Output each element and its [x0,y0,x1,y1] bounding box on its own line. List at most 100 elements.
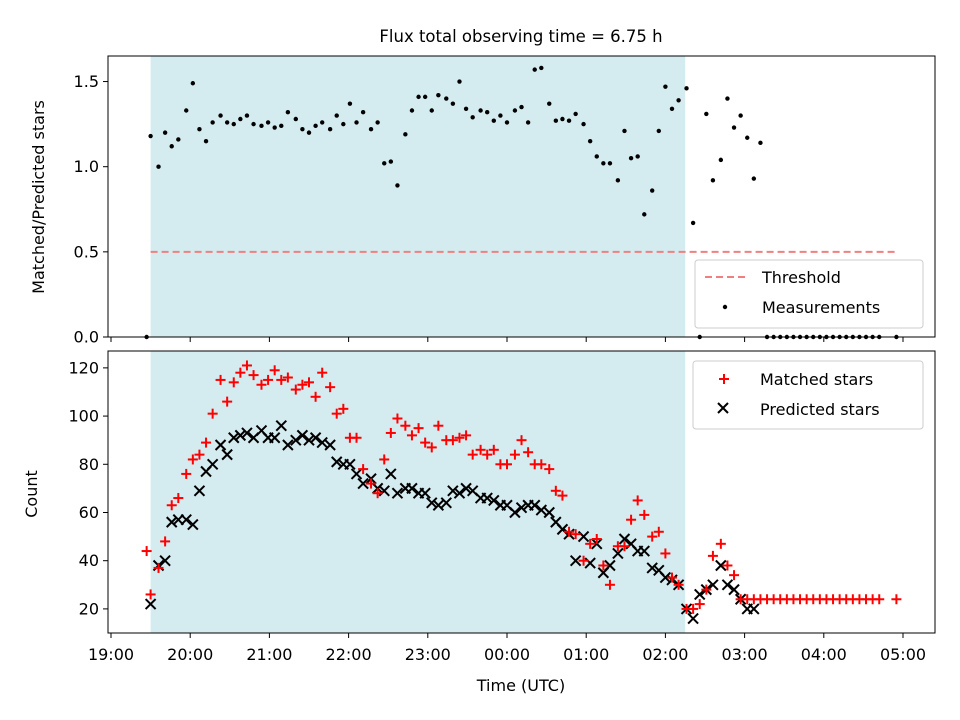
measurement-point [553,118,559,123]
measurements-legend-icon [722,304,728,310]
observing-window-band [150,56,686,337]
predicted-star-marker [569,554,582,567]
measurement-point [320,120,325,125]
matched-star-marker [269,365,280,376]
measurement-point [422,94,428,100]
predicted-star-marker [687,612,699,625]
matched-star-marker [467,449,478,460]
predicted-star-marker [303,434,315,446]
measurement-point [238,116,243,122]
measurement-point [382,161,387,166]
predicted-star-marker [721,579,734,591]
predicted-star-marker [748,603,760,615]
predicted-star-marker [406,482,418,495]
measurement-point [573,111,578,117]
predicted-star-marker [241,427,253,439]
matched-star-marker [228,377,239,388]
measurement-point [409,108,415,113]
measurement-point [525,120,531,125]
predicted-star-marker [331,456,343,468]
matched-star-marker [406,430,417,441]
predicted-star-marker [144,598,157,610]
matched-star-marker [523,447,534,458]
matched-star-marker [536,459,547,470]
measurement-point [704,111,709,117]
predicted-star-marker [728,583,740,596]
measurement-point [725,96,730,101]
predicted-star-marker [659,571,672,584]
matched-star-marker [447,435,458,446]
measurement-point [218,113,223,118]
measurement-point [581,121,586,127]
matched-star-marker [297,379,308,390]
matched-star-marker [379,454,390,465]
predicted-star-marker [509,506,521,519]
measurement-point [231,121,236,127]
count-y-tick-label: 20 [79,599,99,618]
predicted-star-marker [707,579,719,591]
x-tick-label: 00:00 [484,645,530,664]
predicted-star-markers [144,420,760,625]
predicted-star-marker [440,497,452,509]
measurement-point [313,123,318,129]
matched-star-markers [141,360,902,614]
measurement-point [615,178,621,183]
measurement-point [285,110,291,115]
x-tick-label: 20:00 [167,645,213,664]
matched-star-marker [400,420,411,431]
predicted-star-marker [618,533,631,545]
x-tick-label: 03:00 [722,645,768,664]
measurement-point [279,123,284,129]
measurement-point [758,140,763,146]
ratio-y-ticks: 0.0 0.5 1.0 1.5 [74,72,108,347]
ratio-x-ticks [110,337,904,342]
matched-star-marker [310,391,321,402]
matched-star-marker [263,374,274,385]
predicted-star-marker [447,485,459,497]
measurement-point [354,120,359,125]
measurement-point [416,94,421,100]
chart-title: Flux total observing time = 6.75 h [379,27,662,46]
matched-star-marker [632,495,643,506]
measurement-point [334,113,339,118]
predicted-star-marker [159,554,171,567]
matched-star-marker [282,372,293,383]
matched-star-marker [358,464,369,475]
ratio-y-tick-label: 0.5 [74,242,99,261]
measurement-point [265,120,271,125]
matched-star-marker [276,374,287,385]
matched-star-marker [145,589,156,600]
measurement-point [388,159,394,164]
predicted-star-marker [309,432,322,444]
matched-star-marker [194,449,205,460]
predicted-legend-label: Predicted stars [760,400,880,419]
measurement-point [197,127,202,132]
matched-star-marker [235,367,246,378]
measurement-point [169,144,174,149]
count-legend-box [692,360,924,430]
predicted-star-marker [646,562,658,574]
measurement-point [293,116,298,122]
ratio-plot-frame [107,55,936,338]
predicted-star-marker [193,485,206,497]
ratio-panel: 0.0 0.5 1.0 1.5 Matched/Predicted stars Thr… [29,55,936,347]
measurement-point [635,154,640,159]
measurement-point [478,108,483,113]
measurement-point [470,115,475,120]
matched-star-marker [461,430,472,441]
measurement-point [429,108,434,113]
ratio-y-tick-label: 1.5 [74,72,99,91]
measurement-point [184,108,189,113]
predicted-star-marker [529,499,541,511]
ratio-legend: Threshold Measurements [694,259,924,329]
predicted-star-marker [180,514,192,526]
matched-star-marker [153,562,164,573]
measurement-point [594,154,599,159]
measurement-point [601,161,606,166]
matched-star-marker [201,437,212,448]
measurement-point [751,176,757,181]
matched-star-marker [722,560,733,571]
measurement-point [347,101,353,106]
predicted-legend-icon [717,402,729,414]
predicted-star-marker [453,487,466,499]
